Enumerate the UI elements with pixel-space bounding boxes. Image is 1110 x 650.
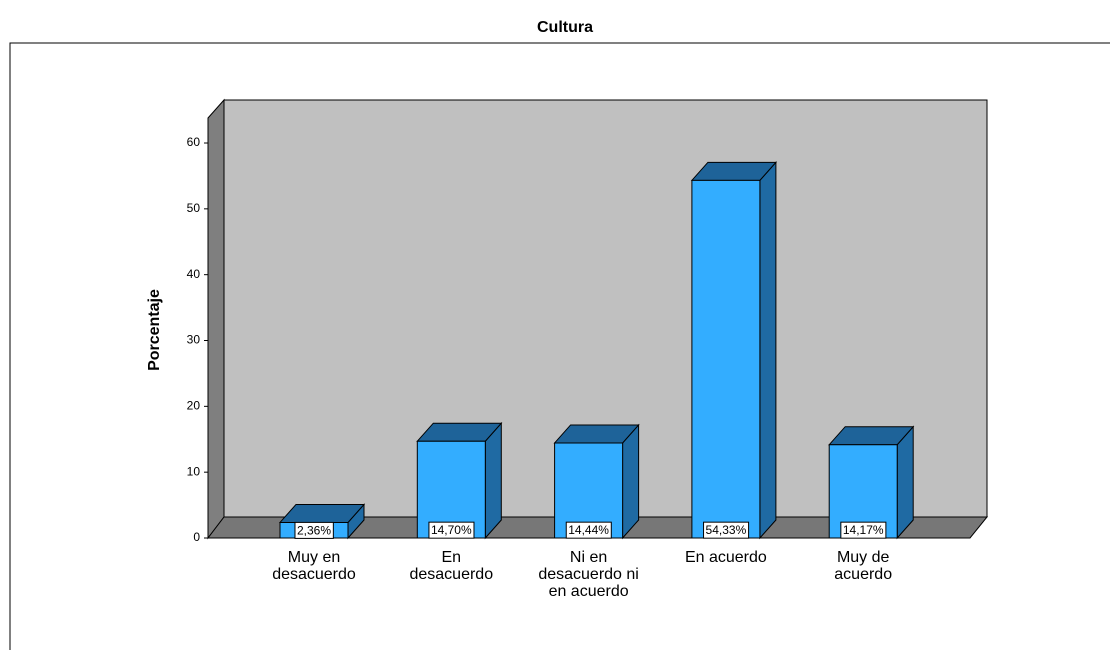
bar	[828, 425, 915, 540]
y-tick-label: 40	[187, 267, 201, 281]
x-tick-label: En acuerdo	[684, 549, 767, 566]
bar	[553, 423, 640, 540]
bar-side	[759, 161, 777, 540]
bar-front	[691, 179, 761, 539]
value-label: 14,17%	[843, 523, 884, 537]
x-tick-label: Muy en desacuerdo	[272, 549, 356, 583]
y-tick-label: 30	[187, 333, 201, 347]
y-axis-label: Porcentaje	[146, 289, 163, 371]
y-tick-label: 20	[187, 399, 201, 413]
left-wall	[207, 98, 225, 540]
value-label: 14,70%	[431, 523, 472, 537]
y-tick-label: 0	[193, 530, 200, 544]
x-tick-label: En desacuerdo	[409, 549, 494, 583]
bar-side	[622, 423, 640, 540]
value-label-box	[565, 521, 612, 539]
frame	[9, 42, 1110, 650]
value-label: 54,33%	[706, 523, 747, 537]
bar	[416, 421, 503, 540]
value-label-box	[294, 521, 334, 539]
y-tick-label: 60	[187, 135, 201, 149]
y-tick-label: 50	[187, 201, 201, 215]
x-tick-label: Ni en desacuerdo ni en acuerdo	[538, 549, 639, 600]
value-label-box	[428, 521, 475, 539]
y-tick-label: 10	[187, 464, 201, 478]
value-label-box	[840, 521, 887, 539]
value-label-box	[703, 521, 750, 539]
bar-side	[896, 425, 914, 540]
value-label: 2,36%	[297, 523, 331, 537]
chart-title: Cultura	[537, 19, 593, 36]
bar	[690, 161, 778, 540]
value-label: 14,44%	[568, 523, 609, 537]
bar-side	[484, 421, 502, 540]
x-tick-label: Muy de acuerdo	[834, 549, 893, 583]
